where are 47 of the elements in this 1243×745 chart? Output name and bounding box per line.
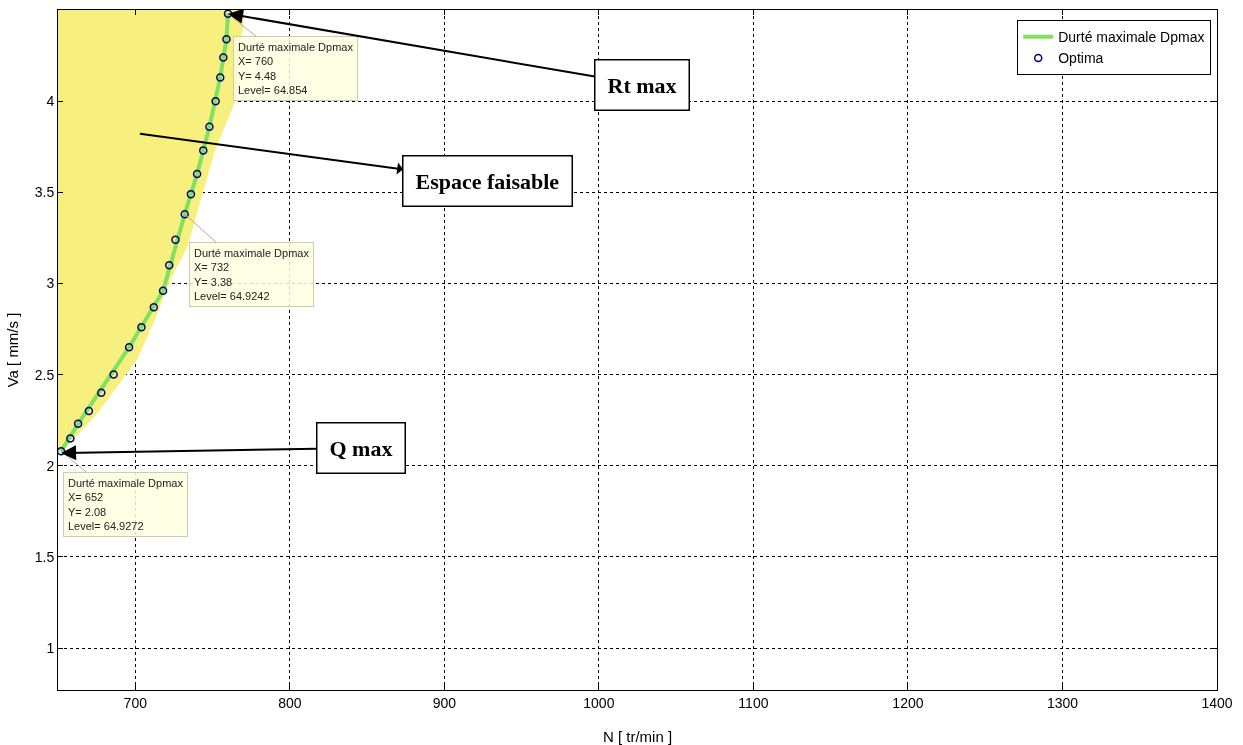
annotation: Rt max: [607, 72, 677, 98]
x-tick-label: 700: [123, 694, 148, 711]
annotation: Durté maximale Dpmax X= 652 Y= 2.08 Level= 64.9272: [68, 477, 184, 532]
point: [149, 302, 159, 312]
point: [180, 209, 189, 219]
x-tick-label: 1000: [583, 694, 615, 711]
point: [124, 343, 134, 352]
x-tick-label: 900: [432, 694, 457, 711]
x-tick-label: 1100: [738, 694, 769, 711]
point: [192, 169, 202, 179]
point: [84, 406, 94, 416]
point: [109, 370, 118, 379]
y-tick-label: 3.5: [34, 184, 55, 201]
x-tick-label: 1300: [1046, 694, 1079, 711]
x-tick-label: 800: [278, 694, 302, 711]
x-tick-label: 1200: [892, 694, 924, 711]
point: [66, 434, 75, 443]
point: [158, 286, 168, 295]
annotation: Espace faisable: [415, 168, 560, 194]
y-tick-label: 3: [46, 275, 55, 292]
annotation: Durté maximale Dpmax X= 760 Y= 4.48 Level= 64.854: [238, 41, 354, 96]
point: [199, 146, 208, 155]
point: [165, 260, 174, 270]
point: [58, 446, 66, 456]
point: [97, 388, 106, 398]
point: [216, 73, 225, 82]
y-tick-label: 4: [46, 93, 55, 110]
x-axis-title: N [ tr/min ]: [602, 728, 673, 745]
point: [223, 10, 233, 18]
annotation: Q max: [329, 435, 393, 461]
annotation: Durté maximale Dpmax X= 732 Y= 3.38 Level= 64.9242: [194, 247, 310, 302]
legend-label: Optima: [1058, 50, 1104, 67]
legend-label: Durté maximale Dpmax: [1058, 29, 1205, 46]
point: [205, 122, 214, 131]
point: [73, 419, 83, 429]
y-tick-label: 1: [46, 639, 55, 656]
point: [171, 235, 180, 244]
point: [186, 189, 196, 199]
y-tick-label: 2: [46, 457, 55, 474]
y-tick-label: 2.5: [34, 366, 55, 383]
x-tick-label: 1400: [1201, 694, 1233, 711]
point: [222, 34, 231, 44]
point: [211, 96, 220, 106]
y-axis-title: Va [ mm/s ]: [4, 312, 21, 388]
point: [219, 53, 228, 62]
y-tick-label: 1.5: [34, 548, 55, 565]
point: [137, 322, 146, 332]
